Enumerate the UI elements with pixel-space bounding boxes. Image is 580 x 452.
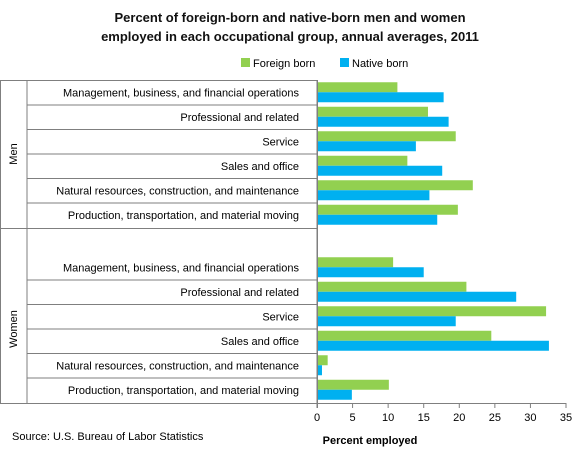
legend-label-native-born: Native born <box>352 58 408 70</box>
x-axis-title: Percent employed <box>323 435 418 447</box>
category-label: Professional and related <box>180 112 299 124</box>
bar-native-born <box>317 165 443 176</box>
bar-foreign-born <box>317 131 456 142</box>
category-label: Professional and related <box>180 287 299 299</box>
label-panel-frame <box>0 80 318 404</box>
source-note: Source: U.S. Bureau of Labor Statistics <box>12 431 204 443</box>
category-label: Sales and office <box>221 336 299 348</box>
category-label: Service <box>262 136 299 148</box>
legend-swatch-native-born <box>340 58 349 67</box>
x-tick-label: 15 <box>418 412 430 424</box>
bar-native-born <box>317 316 456 327</box>
bar-foreign-born <box>317 330 492 341</box>
bar-foreign-born <box>317 204 458 215</box>
bar-foreign-born <box>317 180 473 191</box>
group-label-men: Men <box>8 143 20 164</box>
bar-foreign-born <box>317 82 398 93</box>
category-label: Service <box>262 311 299 323</box>
group-label-women: Women <box>8 310 20 348</box>
category-label: Management, business, and financial oper… <box>63 262 300 274</box>
category-label: Sales and office <box>221 161 299 173</box>
bar-native-born <box>317 291 517 302</box>
bar-native-born <box>317 340 549 351</box>
legend-swatch-foreign-born <box>241 58 250 67</box>
category-label: Management, business, and financial oper… <box>63 87 300 99</box>
bar-foreign-born <box>317 257 394 268</box>
bar-foreign-born <box>317 155 408 166</box>
bar-foreign-born <box>317 379 389 390</box>
chart-title-line-1: Percent of foreign-born and native-born … <box>114 10 466 25</box>
category-label: Production, transportation, and material… <box>68 385 299 397</box>
bar-foreign-born <box>317 355 328 366</box>
chart-title: Percent of foreign-born and native-born … <box>0 8 580 46</box>
legend-label-foreign-born: Foreign born <box>253 58 315 70</box>
x-tick-label: 0 <box>314 412 320 424</box>
bar-native-born <box>317 389 352 400</box>
bar-native-born <box>317 267 424 278</box>
bar-foreign-born <box>317 306 547 317</box>
bar-native-born <box>317 141 416 152</box>
bar-native-born <box>317 214 438 225</box>
bar-native-born <box>317 190 430 201</box>
category-label: Natural resources, construction, and mai… <box>56 185 299 197</box>
bar-native-born <box>317 365 322 376</box>
bar-foreign-born <box>317 106 428 117</box>
bar-foreign-born <box>317 281 467 292</box>
x-tick-label: 10 <box>382 412 394 424</box>
bar-native-born <box>317 116 449 127</box>
category-label: Production, transportation, and material… <box>68 210 299 222</box>
x-tick-label: 20 <box>453 412 465 424</box>
x-tick-label: 35 <box>560 412 572 424</box>
x-tick-label: 30 <box>524 412 536 424</box>
category-label: Natural resources, construction, and mai… <box>56 360 299 372</box>
chart-title-line-2: employed in each occupational group, ann… <box>101 29 479 44</box>
bar-native-born <box>317 92 444 103</box>
x-tick-label: 5 <box>350 412 356 424</box>
x-tick-label: 25 <box>489 412 501 424</box>
